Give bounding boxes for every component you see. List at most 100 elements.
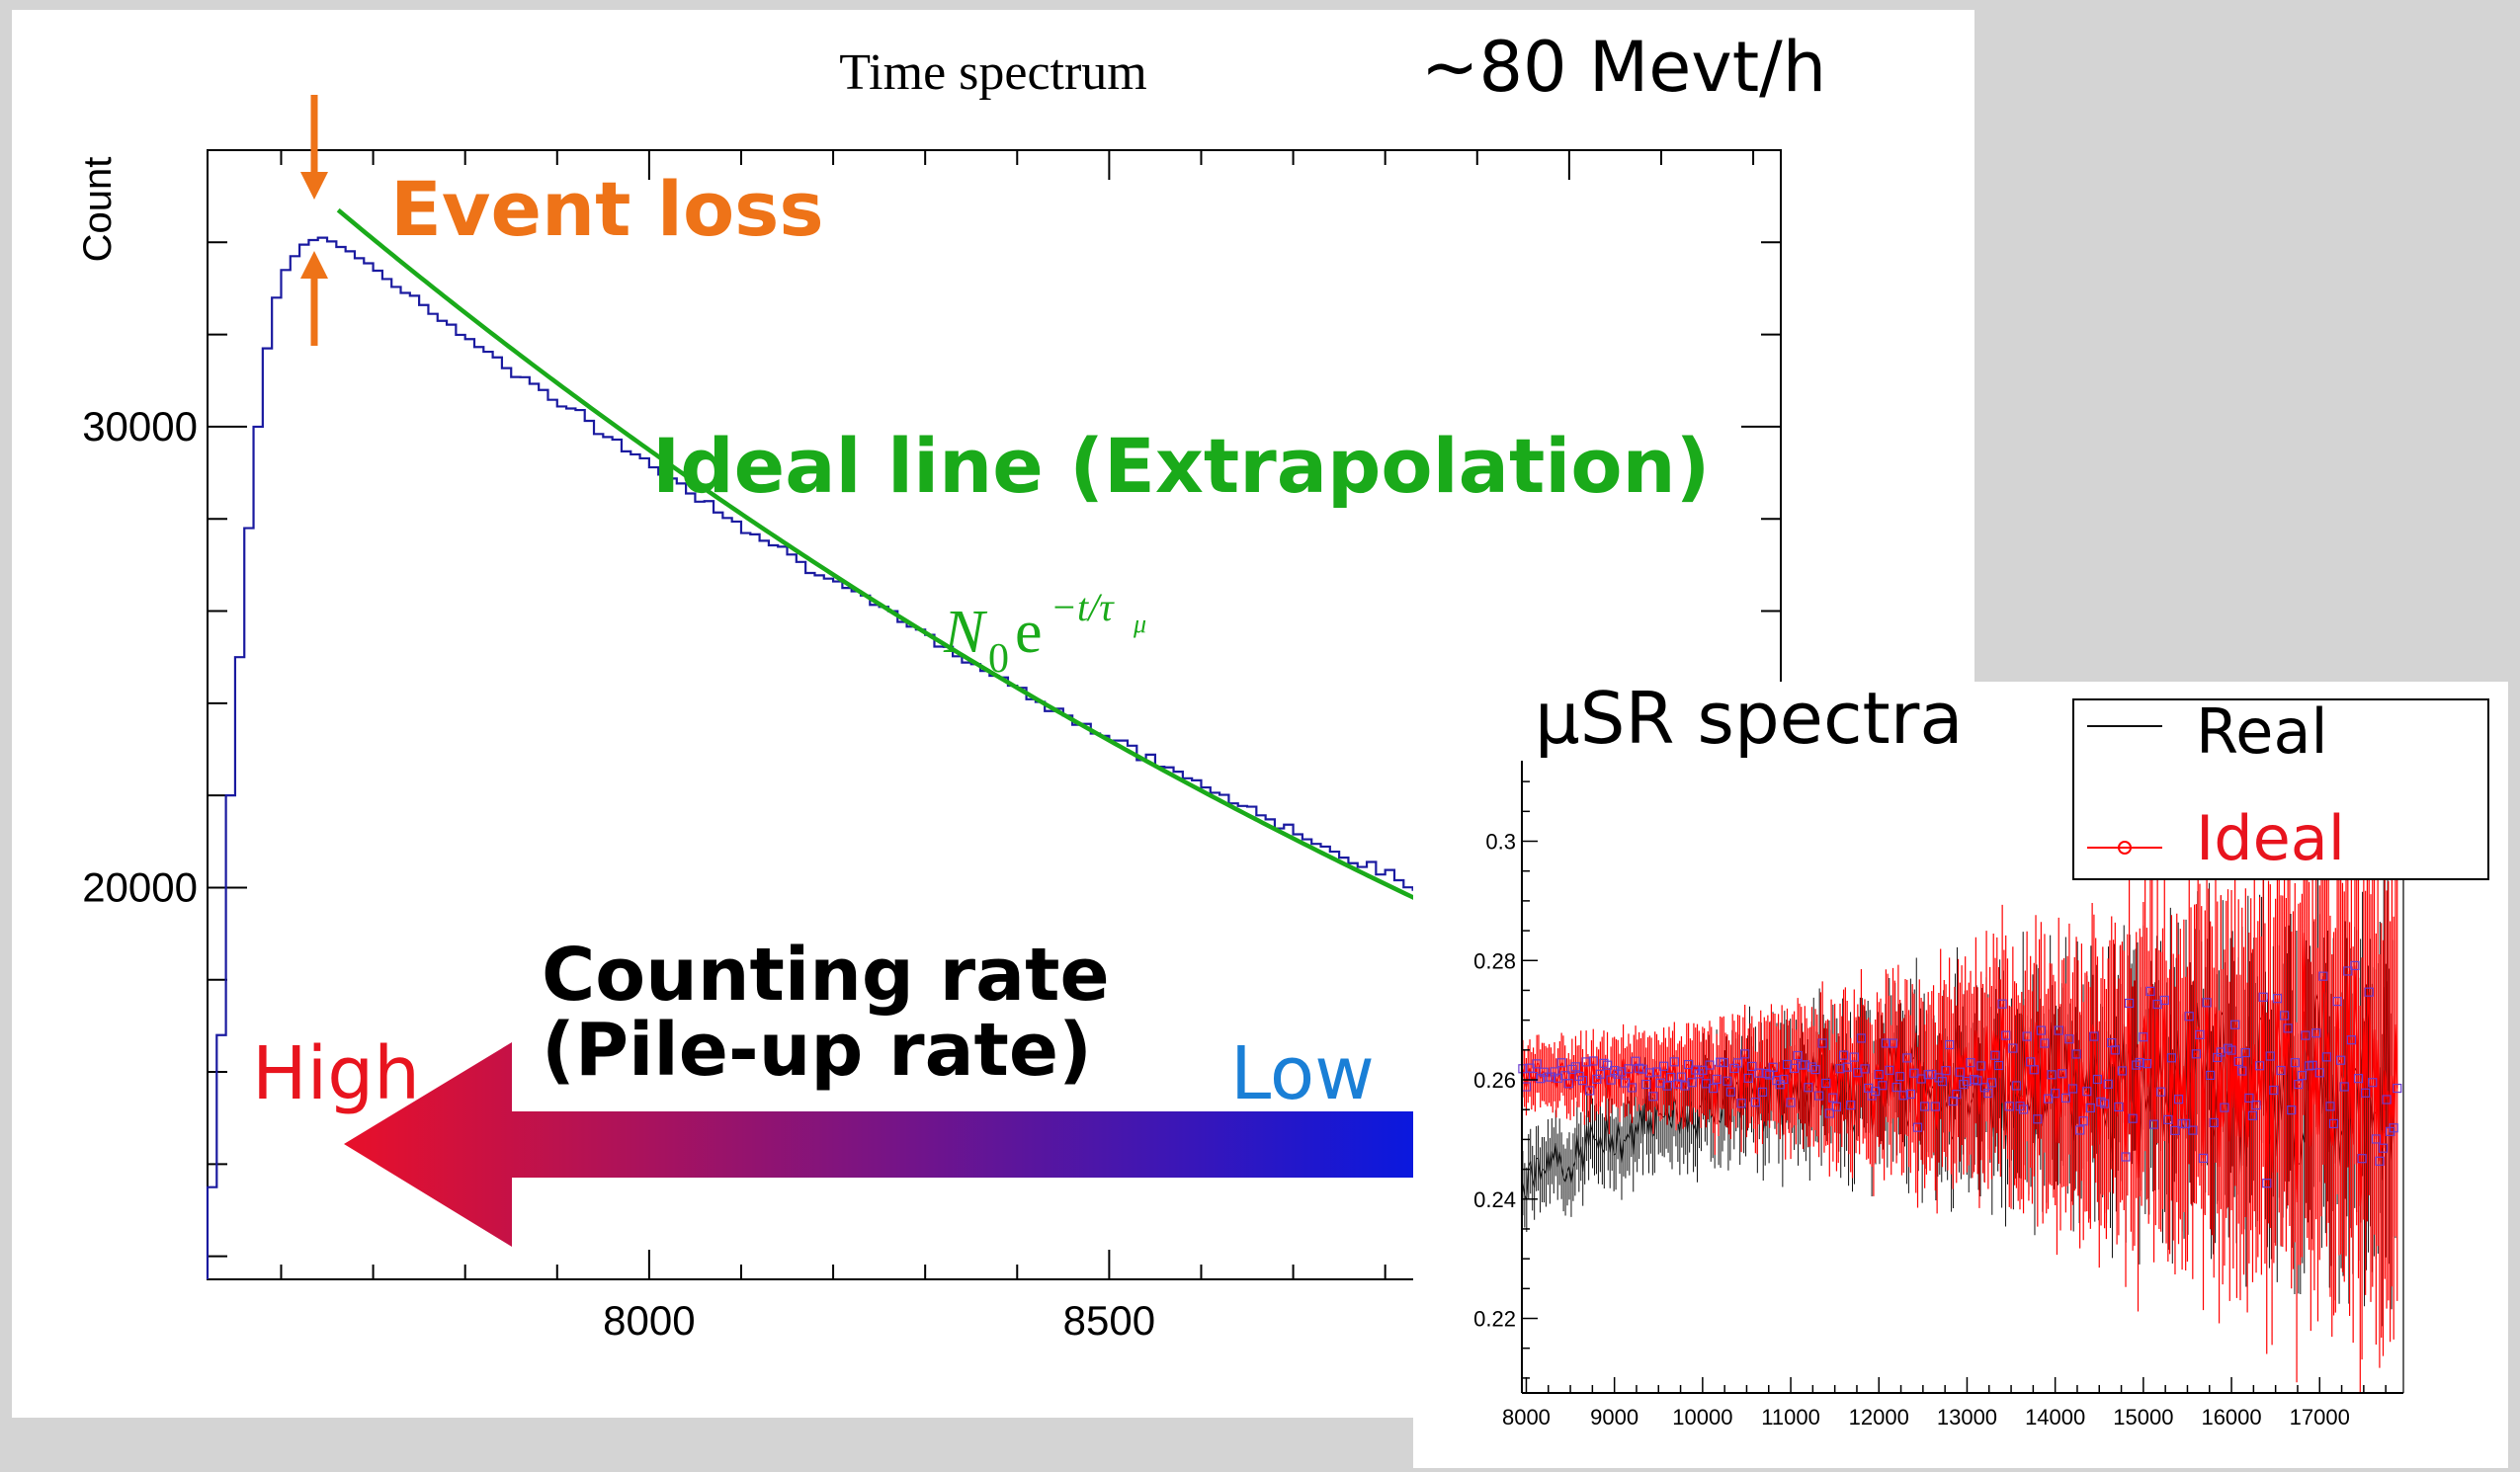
formula-exponent-subscript: μ bbox=[1133, 610, 1146, 638]
ideal-marker bbox=[2230, 1020, 2240, 1029]
ideal-marker bbox=[1874, 1069, 1884, 1080]
ideal-marker bbox=[2170, 1125, 2180, 1135]
formula-n: N bbox=[943, 599, 988, 666]
ideal-marker bbox=[1750, 1098, 1760, 1107]
inset-legend: Real Ideal bbox=[2072, 695, 2489, 880]
inset-y-tick-label: 0.22 bbox=[1473, 1307, 1516, 1332]
ideal-marker bbox=[2060, 1093, 2070, 1104]
ideal-marker bbox=[2371, 1134, 2381, 1144]
ideal-marker bbox=[1747, 1061, 1757, 1072]
ideal-marker bbox=[1993, 1060, 2004, 1071]
ideal-marker bbox=[1902, 1053, 1912, 1063]
rate-gradient-arrow bbox=[344, 1042, 1423, 1247]
ideal-marker bbox=[1757, 1087, 1768, 1098]
ideal-marker bbox=[2103, 1079, 2113, 1089]
ideal-marker bbox=[2145, 986, 2155, 996]
event-loss-annotation: Event loss bbox=[300, 95, 824, 346]
ideal-marker bbox=[2393, 1083, 2402, 1094]
inset-y-tick-label: 0.28 bbox=[1473, 948, 1516, 973]
ideal-marker bbox=[1804, 1083, 1813, 1093]
ideal-marker bbox=[2258, 992, 2268, 1002]
ideal-marker bbox=[1553, 1073, 1563, 1083]
ideal-marker bbox=[1838, 1050, 1849, 1060]
ideal-marker bbox=[1786, 1098, 1796, 1107]
ideal-marker bbox=[1905, 1089, 1915, 1100]
ideal-marker bbox=[1990, 1050, 2000, 1060]
ideal-marker bbox=[2011, 1081, 2022, 1091]
ideal-marker bbox=[2092, 1074, 2103, 1085]
pile-up-rate-label: (Pile-up rate) bbox=[542, 1008, 1092, 1093]
ideal-marker bbox=[2255, 1061, 2265, 1071]
ideal-marker bbox=[1754, 1068, 1764, 1078]
inset-x-tick-label: 8000 bbox=[1502, 1405, 1551, 1430]
ideal-marker bbox=[2004, 1102, 2014, 1111]
ideal-marker bbox=[2357, 1154, 2367, 1164]
ideal-marker bbox=[1676, 1072, 1687, 1082]
ideal-marker bbox=[1983, 1088, 1993, 1099]
ideal-marker bbox=[2343, 966, 2353, 976]
ideal-marker bbox=[1920, 1102, 1930, 1111]
ideal-marker bbox=[1708, 1084, 1719, 1094]
ideal-marker bbox=[2237, 1066, 2247, 1076]
ideal-marker bbox=[2047, 1070, 2057, 1080]
ideal-marker bbox=[1687, 1078, 1697, 1088]
ideal-marker bbox=[1790, 1063, 1800, 1073]
counting-rate-arrow: High Low Counting rate (Pile-up rate) bbox=[252, 933, 1423, 1247]
ideal-marker bbox=[1888, 1038, 1898, 1048]
ideal-marker bbox=[2233, 1056, 2243, 1067]
time-spectrum-title: Time spectrum bbox=[839, 44, 1147, 101]
ideal-marker bbox=[2265, 1051, 2275, 1061]
ideal-marker bbox=[2071, 1049, 2081, 1059]
ideal-marker bbox=[2375, 1156, 2385, 1166]
inset-x-tick-label: 10000 bbox=[1672, 1405, 1732, 1430]
inset-y-tick-label: 0.3 bbox=[1485, 830, 1516, 855]
ideal-marker bbox=[2364, 987, 2374, 997]
low-label: Low bbox=[1230, 1031, 1375, 1116]
ideal-marker bbox=[2346, 1035, 2356, 1045]
ideal-marker bbox=[2361, 1088, 2371, 1098]
ideal-marker bbox=[2181, 1118, 2191, 1128]
ideal-marker bbox=[1641, 1079, 1651, 1090]
ideal-marker bbox=[2163, 1114, 2173, 1124]
ideal-marker bbox=[2240, 1047, 2250, 1058]
ideal-marker bbox=[2184, 1012, 2194, 1022]
ideal-marker bbox=[2051, 1089, 2060, 1099]
ideal-marker bbox=[1800, 1060, 1809, 1070]
decay-formula: N 0 e −t/τ μ bbox=[943, 585, 1146, 682]
ideal-marker bbox=[2188, 1125, 2198, 1135]
inset-y-tick-label: 0.26 bbox=[1473, 1068, 1516, 1093]
ideal-marker bbox=[1849, 1052, 1859, 1062]
x-tick-label: 8500 bbox=[1063, 1297, 1155, 1344]
ideal-marker bbox=[2191, 1049, 2201, 1059]
ideal-marker bbox=[1973, 1076, 1982, 1086]
ideal-marker bbox=[1835, 1064, 1845, 1074]
ideal-marker bbox=[1683, 1059, 1694, 1070]
ideal-marker bbox=[2054, 1025, 2063, 1035]
inset-x-tick-label: 13000 bbox=[1937, 1405, 1997, 1430]
ideal-marker bbox=[1577, 1076, 1588, 1086]
ideal-marker bbox=[2220, 1103, 2229, 1112]
ideal-marker bbox=[2029, 1065, 2039, 1075]
inset-x-tick-label: 11000 bbox=[1761, 1405, 1820, 1430]
ideal-marker bbox=[2135, 1057, 2144, 1068]
rate-label: ~80 Mevt/h bbox=[1421, 27, 1826, 108]
inset-tick-labels: 8000 9000 10000 11000 12000 13000 14000 15000 16… bbox=[1473, 830, 2350, 1430]
formula-exponent: −t/τ bbox=[1050, 585, 1115, 629]
ideal-marker bbox=[1705, 1060, 1715, 1070]
counting-rate-label: Counting rate bbox=[542, 933, 1110, 1018]
ideal-marker bbox=[2283, 1023, 2293, 1033]
ideal-marker bbox=[2033, 1114, 2043, 1124]
ideal-marker bbox=[2325, 1102, 2335, 1111]
inset-title: μSR spectra bbox=[1535, 677, 1963, 760]
ideal-marker bbox=[2378, 1143, 2389, 1153]
ideal-marker bbox=[1846, 1101, 1856, 1110]
ideal-marker bbox=[1581, 1057, 1591, 1067]
ideal-marker bbox=[2121, 1152, 2131, 1162]
ideal-marker bbox=[1871, 1087, 1881, 1097]
ideal-marker bbox=[1662, 1081, 1672, 1091]
ideal-marker bbox=[2279, 1011, 2290, 1021]
ideal-marker bbox=[1986, 1078, 1997, 1088]
ideal-marker bbox=[1606, 1075, 1616, 1085]
ideal-marker bbox=[2018, 1104, 2029, 1114]
